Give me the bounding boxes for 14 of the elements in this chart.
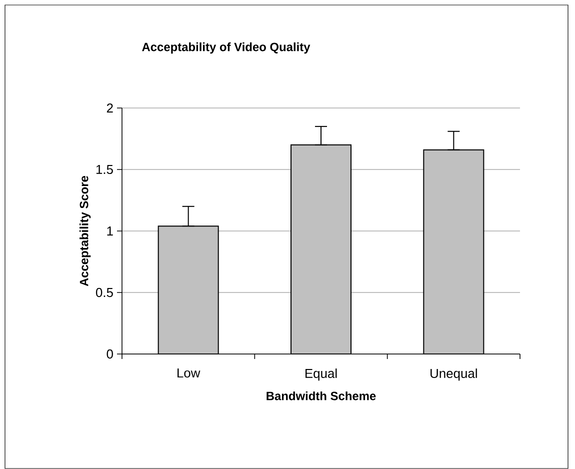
y-tick-label: 2 — [106, 103, 113, 113]
bar — [423, 149, 484, 354]
y-tick-label: 0 — [106, 349, 113, 359]
bar — [290, 144, 352, 354]
y-axis-title: Acceptability Score — [80, 176, 91, 286]
bar — [158, 226, 219, 354]
x-tick-label: Equal — [306, 368, 337, 381]
y-tick-label: 0.5 — [96, 288, 113, 298]
y-tick-label: 1 — [107, 226, 113, 236]
x-tick-label: Low — [178, 368, 200, 378]
x-axis-title: Bandwidth Scheme — [266, 391, 376, 400]
x-tick-label: Unequal — [430, 368, 477, 381]
y-tick-label: 1.5 — [96, 164, 113, 174]
chart-title: Acceptability of Video Quality — [142, 42, 310, 54]
